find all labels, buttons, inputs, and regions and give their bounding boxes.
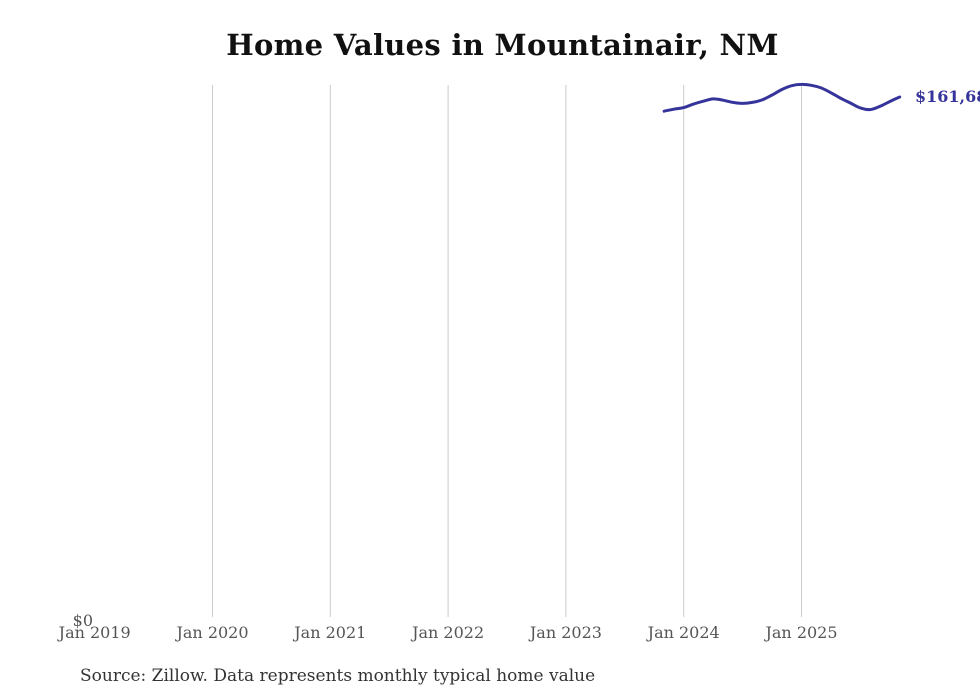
source-note: Source: Zillow. Data represents monthly … <box>80 666 596 686</box>
x-tick-label: Jan 2024 <box>647 623 720 642</box>
x-tick-label: Jan 2020 <box>176 623 249 642</box>
home-value-line <box>662 82 902 113</box>
x-tick-label: Jan 2025 <box>765 623 838 642</box>
x-tick-label: Jan 2019 <box>58 623 131 642</box>
x-tick-label: Jan 2021 <box>294 623 367 642</box>
x-tick-label: Jan 2022 <box>412 623 485 642</box>
y-axis-zero-label: $0 <box>72 611 93 630</box>
x-tick-label: Jan 2023 <box>529 623 602 642</box>
chart-title: Home Values in Mountainair, NM <box>226 28 779 62</box>
last-value-label: $161,688 <box>915 87 980 106</box>
